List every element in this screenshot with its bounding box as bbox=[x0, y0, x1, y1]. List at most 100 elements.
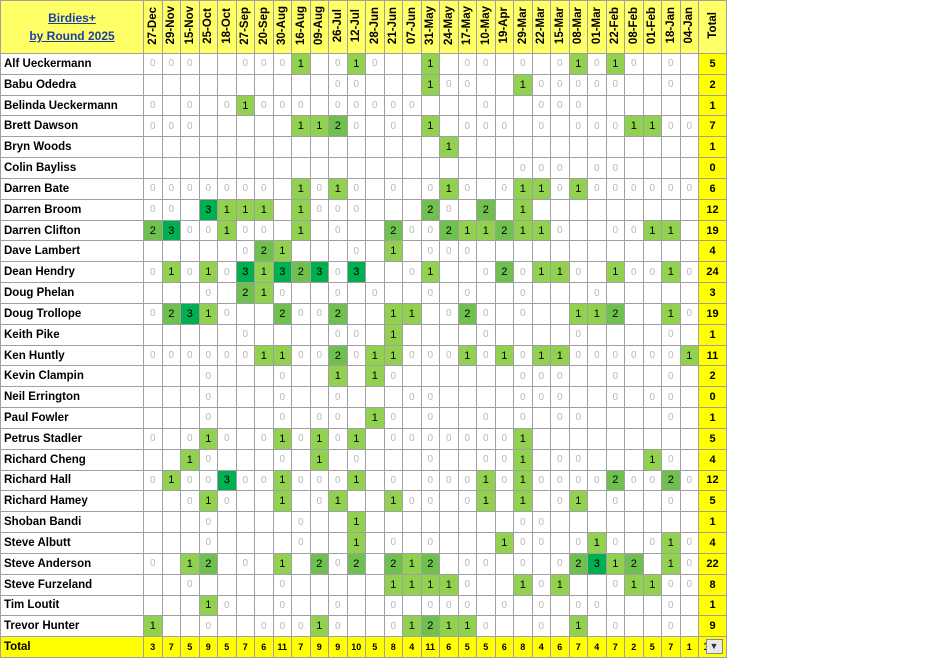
round-total[interactable]: 6 bbox=[439, 636, 459, 658]
score-cell[interactable]: 3 bbox=[235, 261, 255, 284]
score-cell[interactable]: 0 bbox=[180, 53, 200, 75]
score-cell[interactable] bbox=[550, 115, 570, 138]
score-cell[interactable] bbox=[457, 157, 477, 179]
score-cell[interactable]: 0 bbox=[587, 177, 607, 200]
score-cell[interactable]: 1 bbox=[365, 407, 385, 429]
score-cell[interactable]: 0 bbox=[420, 344, 440, 367]
round-total[interactable]: 4 bbox=[402, 636, 422, 658]
score-cell[interactable]: 0 bbox=[568, 594, 588, 617]
score-cell[interactable]: 0 bbox=[531, 469, 551, 492]
round-total[interactable]: 11 bbox=[420, 636, 440, 658]
score-cell[interactable]: 0 bbox=[402, 386, 422, 409]
score-cell[interactable] bbox=[679, 490, 699, 513]
score-cell[interactable]: 0 bbox=[513, 511, 533, 534]
score-cell[interactable]: 1 bbox=[309, 615, 329, 638]
score-cell[interactable]: 1 bbox=[605, 261, 625, 284]
score-cell[interactable] bbox=[254, 136, 274, 159]
score-cell[interactable] bbox=[254, 511, 274, 534]
score-cell[interactable]: 2 bbox=[420, 198, 440, 221]
score-cell[interactable] bbox=[513, 615, 533, 638]
score-cell[interactable]: 0 bbox=[531, 594, 551, 617]
score-cell[interactable]: 0 bbox=[605, 344, 625, 367]
score-cell[interactable] bbox=[624, 407, 644, 429]
score-cell[interactable] bbox=[550, 198, 570, 221]
player-total[interactable]: 4 bbox=[698, 532, 727, 554]
score-cell[interactable]: 1 bbox=[291, 177, 311, 200]
score-cell[interactable] bbox=[587, 94, 607, 117]
score-cell[interactable]: 0 bbox=[679, 177, 699, 200]
score-cell[interactable] bbox=[439, 53, 459, 75]
score-cell[interactable] bbox=[365, 219, 385, 242]
player-name[interactable]: Richard Hall bbox=[0, 469, 144, 492]
score-cell[interactable] bbox=[346, 490, 366, 513]
score-cell[interactable]: 2 bbox=[291, 261, 311, 284]
score-cell[interactable] bbox=[235, 490, 255, 513]
score-cell[interactable]: 0 bbox=[550, 365, 570, 388]
score-cell[interactable]: 0 bbox=[143, 552, 163, 575]
player-name[interactable]: Dave Lambert bbox=[0, 240, 144, 263]
score-cell[interactable] bbox=[161, 407, 181, 429]
score-cell[interactable]: 1 bbox=[513, 219, 533, 242]
score-cell[interactable]: 0 bbox=[605, 157, 625, 179]
score-cell[interactable] bbox=[254, 407, 274, 429]
score-cell[interactable]: 0 bbox=[402, 490, 422, 513]
round-header[interactable]: 29-Mar bbox=[513, 0, 533, 54]
player-total[interactable]: 4 bbox=[698, 448, 727, 471]
score-cell[interactable] bbox=[624, 427, 644, 450]
round-header[interactable]: 25-Oct bbox=[198, 0, 218, 54]
score-cell[interactable]: 2 bbox=[235, 282, 255, 304]
score-cell[interactable]: 0 bbox=[531, 73, 551, 96]
score-cell[interactable] bbox=[143, 240, 163, 263]
score-cell[interactable] bbox=[217, 136, 237, 159]
score-cell[interactable] bbox=[531, 490, 551, 513]
score-cell[interactable]: 1 bbox=[679, 344, 699, 367]
score-cell[interactable] bbox=[420, 94, 440, 117]
score-cell[interactable] bbox=[161, 532, 181, 554]
score-cell[interactable]: 0 bbox=[143, 198, 163, 221]
score-cell[interactable] bbox=[457, 323, 477, 346]
score-cell[interactable]: 0 bbox=[180, 490, 200, 513]
score-cell[interactable]: 0 bbox=[661, 323, 681, 346]
score-cell[interactable] bbox=[217, 365, 237, 388]
score-cell[interactable]: 2 bbox=[346, 552, 366, 575]
score-cell[interactable] bbox=[254, 448, 274, 471]
player-total[interactable]: 19 bbox=[698, 219, 727, 242]
score-cell[interactable] bbox=[309, 365, 329, 388]
score-cell[interactable]: 0 bbox=[568, 94, 588, 117]
score-cell[interactable] bbox=[180, 532, 200, 554]
score-cell[interactable] bbox=[402, 323, 422, 346]
score-cell[interactable]: 0 bbox=[624, 469, 644, 492]
score-cell[interactable]: 1 bbox=[309, 115, 329, 138]
score-cell[interactable]: 0 bbox=[420, 282, 440, 304]
score-cell[interactable]: 0 bbox=[457, 594, 477, 617]
score-cell[interactable] bbox=[494, 157, 514, 179]
score-cell[interactable]: 2 bbox=[457, 302, 477, 325]
score-cell[interactable] bbox=[420, 365, 440, 388]
score-cell[interactable]: 0 bbox=[513, 53, 533, 75]
score-cell[interactable]: 1 bbox=[309, 427, 329, 450]
score-cell[interactable] bbox=[402, 157, 422, 179]
score-cell[interactable]: 0 bbox=[513, 532, 533, 554]
score-cell[interactable] bbox=[642, 511, 662, 534]
score-cell[interactable]: 1 bbox=[198, 427, 218, 450]
score-cell[interactable] bbox=[254, 594, 274, 617]
score-cell[interactable] bbox=[217, 407, 237, 429]
score-cell[interactable] bbox=[679, 615, 699, 638]
score-cell[interactable]: 0 bbox=[143, 344, 163, 367]
score-cell[interactable]: 0 bbox=[550, 552, 570, 575]
score-cell[interactable] bbox=[494, 615, 514, 638]
score-cell[interactable]: 2 bbox=[439, 219, 459, 242]
score-cell[interactable] bbox=[679, 136, 699, 159]
score-cell[interactable] bbox=[346, 282, 366, 304]
score-cell[interactable] bbox=[420, 511, 440, 534]
score-cell[interactable]: 0 bbox=[198, 511, 218, 534]
round-header[interactable]: 08-Feb bbox=[624, 0, 644, 54]
score-cell[interactable]: 1 bbox=[568, 302, 588, 325]
score-cell[interactable] bbox=[383, 157, 403, 179]
score-cell[interactable]: 0 bbox=[328, 94, 348, 117]
score-cell[interactable]: 1 bbox=[476, 469, 496, 492]
score-cell[interactable] bbox=[346, 594, 366, 617]
score-cell[interactable]: 0 bbox=[420, 469, 440, 492]
score-cell[interactable]: 0 bbox=[272, 53, 292, 75]
score-cell[interactable]: 1 bbox=[642, 219, 662, 242]
